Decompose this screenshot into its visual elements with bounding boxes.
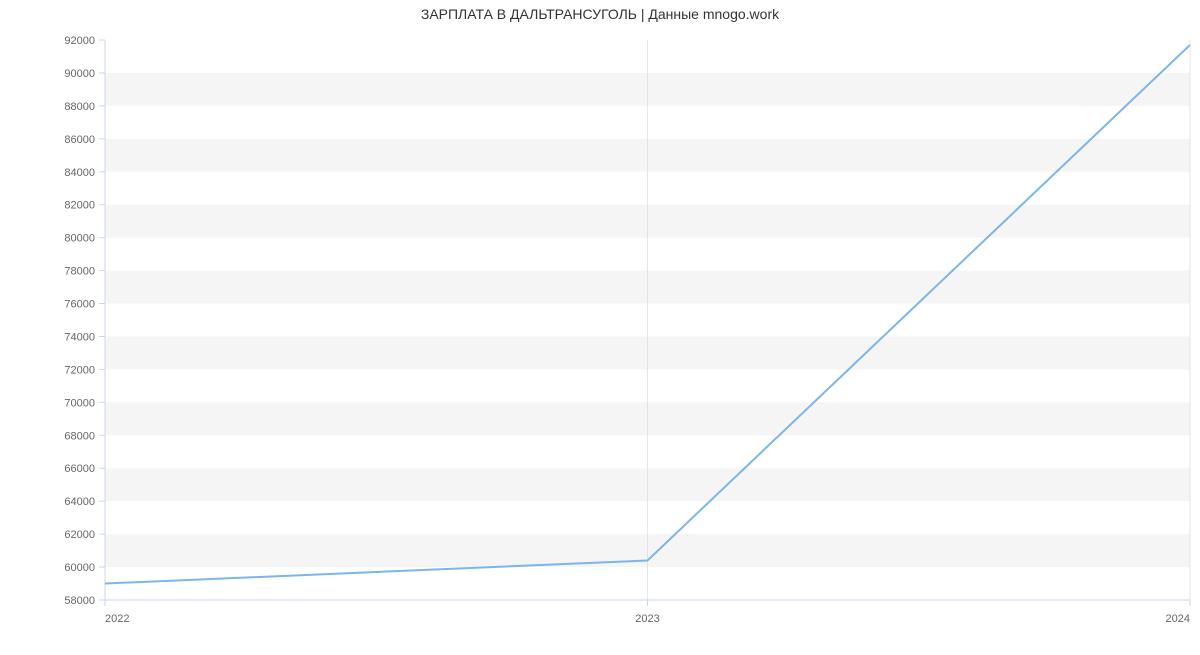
- y-tick-label: 92000: [64, 35, 95, 47]
- x-tick-label: 2022: [105, 613, 129, 625]
- y-tick-label: 84000: [64, 167, 95, 179]
- y-tick-label: 60000: [64, 562, 95, 574]
- y-tick-label: 82000: [64, 200, 95, 212]
- y-tick-label: 86000: [64, 134, 95, 146]
- y-tick-label: 88000: [64, 101, 95, 113]
- y-tick-label: 74000: [64, 331, 95, 343]
- y-tick-label: 80000: [64, 233, 95, 245]
- y-tick-label: 68000: [64, 430, 95, 442]
- x-tick-label: 2024: [1166, 613, 1190, 625]
- y-tick-label: 64000: [64, 496, 95, 508]
- y-tick-label: 90000: [64, 68, 95, 80]
- y-tick-label: 78000: [64, 266, 95, 278]
- y-tick-label: 76000: [64, 299, 95, 311]
- x-tick-label: 2023: [635, 613, 659, 625]
- chart-svg: 58000 60000 62000 64000 66000 68000 70000 72000…: [0, 0, 1200, 650]
- y-tick-label: 66000: [64, 463, 95, 475]
- salary-line-chart: ЗАРПЛАТА В ДАЛЬТРАНСУГОЛЬ | Данные mnogo…: [0, 0, 1200, 650]
- y-tick-label: 70000: [64, 397, 95, 409]
- chart-title: ЗАРПЛАТА В ДАЛЬТРАНСУГОЛЬ | Данные mnogo…: [0, 6, 1200, 22]
- y-tick-label: 62000: [64, 529, 95, 541]
- y-tick-label: 58000: [64, 595, 95, 607]
- y-tick-label: 72000: [64, 364, 95, 376]
